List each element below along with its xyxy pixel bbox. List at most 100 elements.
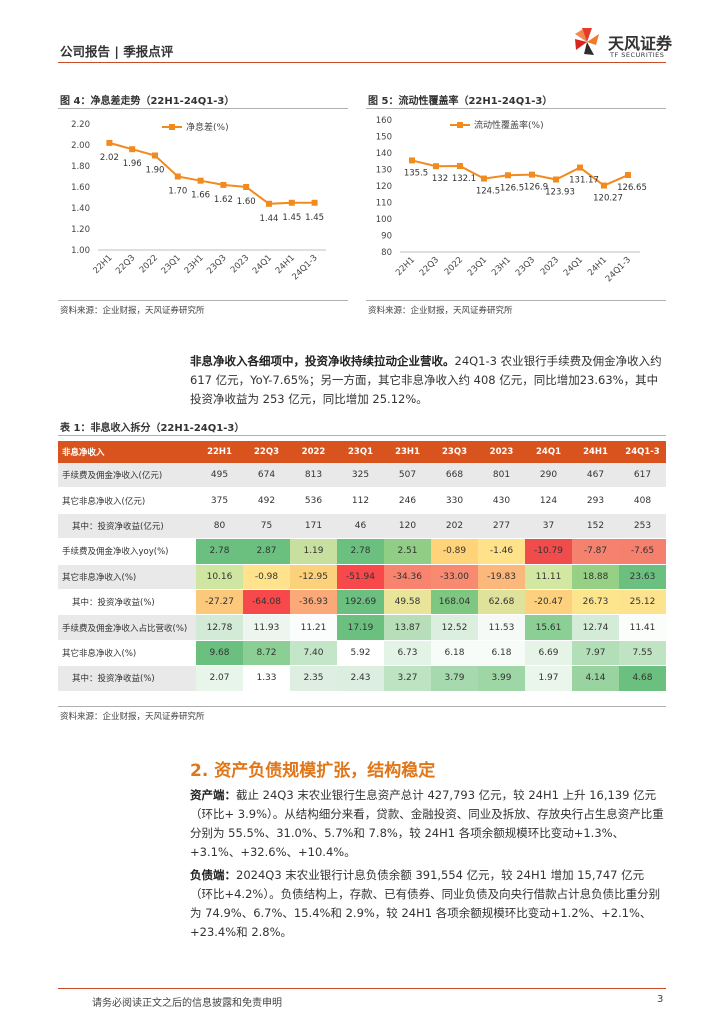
- fig5-point: [481, 175, 487, 182]
- table-cell: -34.36: [384, 564, 431, 590]
- table-cell: 11.53: [478, 614, 525, 641]
- fig4-ytick: 2.00: [71, 141, 90, 151]
- fig4-point: [243, 184, 250, 190]
- table-cell: 80: [196, 513, 243, 540]
- table-cell: 375: [196, 487, 243, 514]
- fig5-ytick: 120: [376, 182, 392, 192]
- table-row: 其中：投资净收益(%) 2.07 1.33 2.35 2.43 3.27 3.79 3.99 1…: [58, 665, 666, 692]
- fig4-xtick: 23Q3: [205, 253, 228, 276]
- fig5-point: [505, 172, 511, 179]
- fig4-xtick: 2023: [229, 253, 251, 275]
- fig4-point: [152, 152, 158, 159]
- table-cell: 46: [337, 513, 384, 540]
- table1-source: 资料来源：企业财报，天风证券研究所: [60, 712, 205, 722]
- fig5-xtick: 22Q3: [418, 255, 441, 278]
- table-cell: 192.69: [337, 589, 384, 616]
- table-cell: 26.73: [572, 589, 619, 616]
- table-cell: 801: [478, 463, 525, 489]
- table-cell: -10.79: [525, 538, 572, 565]
- fig5-ytick: 100: [376, 215, 392, 225]
- table-cell: 152: [572, 513, 619, 540]
- table-cell: 7.40: [290, 640, 337, 667]
- figure4-bottom-rule: [58, 300, 348, 301]
- fig4-data-label: 1.60: [237, 197, 256, 207]
- table-row: 其它非息净收入(%) 9.68 8.72 7.40 5.92 6.73 6.18 6.18 6.…: [58, 640, 666, 667]
- table-header-period: 24Q1-3: [619, 441, 666, 463]
- table-cell: 3.27: [384, 665, 431, 692]
- fig5-xtick: 2022: [443, 255, 465, 277]
- fig5-point: [577, 164, 583, 171]
- fig5-point: [457, 163, 463, 170]
- table-cell: -7.87: [572, 538, 619, 565]
- fig4-ytick: 1.40: [71, 204, 90, 214]
- fig5-xtick: 24Q1-3: [604, 255, 633, 284]
- fig4-data-label: 1.45: [305, 213, 324, 223]
- table-cell: 246: [384, 487, 431, 514]
- table-cell: 6.73: [384, 640, 431, 667]
- table-cell: -20.47: [525, 589, 572, 616]
- fig5-data-label: 120.27: [593, 194, 623, 204]
- table-cell: 13.87: [384, 614, 431, 641]
- table-cell: 3.99: [478, 665, 525, 692]
- table-cell: 4.68: [619, 665, 666, 692]
- table-cell: 1.97: [525, 665, 572, 692]
- table-cell: 124: [525, 487, 572, 514]
- table-row: 手续费及佣金净收入(亿元) 495 674 813 325 507 668 801 290 467…: [58, 463, 666, 489]
- table-header-period: 22H1: [196, 441, 243, 463]
- table-cell: 330: [431, 487, 478, 514]
- non-interest-paragraph: 非息净收入各细项中，投资净收持续拉动企业营收。24Q1-3 农业银行手续费及佣金…: [190, 352, 666, 409]
- non-interest-table: 非息净收入 22H1 22Q3 2022 23Q1 23H1 23Q3 2023 24Q1 24H…: [58, 441, 666, 692]
- table-cell: 120: [384, 513, 431, 540]
- fig4-legend-marker: [169, 124, 175, 130]
- table-cell: 7.55: [619, 640, 666, 667]
- table-cell: 11.21: [290, 614, 337, 641]
- table-cell: 23.63: [619, 564, 666, 590]
- fig5-point: [409, 157, 415, 164]
- fig5-ytick: 140: [376, 149, 392, 159]
- fig4-data-label: 1.90: [146, 166, 165, 176]
- table1-title: 表 1：非息收入拆分（22H1-24Q1-3）: [60, 423, 245, 434]
- table-header-row: 非息净收入 22H1 22Q3 2022 23Q1 23H1 23Q3 2023 24Q1 24H…: [58, 441, 666, 463]
- table-cell: 11.11: [525, 564, 572, 590]
- table-cell: 617: [619, 463, 666, 489]
- table-row: 其中：投资净收益(%) -27.27 -64.08 -36.93 192.69 49.58…: [58, 589, 666, 616]
- table-cell: 202: [431, 513, 478, 540]
- table-cell: 11.93: [243, 614, 290, 641]
- report-type-header: 公司报告 | 季报点评: [60, 44, 174, 59]
- table-header-period: 24Q1: [525, 441, 572, 463]
- table-cell: 674: [243, 463, 290, 489]
- table-header-period: 2023: [478, 441, 525, 463]
- fig4-data-label: 1.96: [123, 159, 142, 169]
- figure4-title-rule: [58, 108, 348, 109]
- logo-name: 天风证券: [608, 34, 673, 53]
- table-cell: 8.72: [243, 640, 290, 667]
- fig4-point: [129, 146, 136, 153]
- fig4-ytick: 1.80: [71, 162, 90, 172]
- table1-bottom-rule: [58, 706, 666, 707]
- table-header-period: 2022: [290, 441, 337, 463]
- table-row: 其它非息净收入(%) 10.16 -0.98 -12.95 -51.94 -34.36 -3…: [58, 564, 666, 590]
- table-cell: 18.88: [572, 564, 619, 590]
- liability-paragraph: 负债端：2024Q3 末农业银行计息负债余额 391,554 亿元，较 24H1…: [190, 866, 666, 942]
- fig5-ytick: 130: [376, 166, 392, 176]
- table-header-period: 23Q1: [337, 441, 384, 463]
- table-cell: 507: [384, 463, 431, 489]
- table-cell: -27.27: [196, 589, 243, 616]
- asset-paragraph: 资产端：截止 24Q3 末农业银行生息资产总计 427,793 亿元，较 24H…: [190, 786, 666, 862]
- fig4-xtick: 24Q1: [251, 253, 274, 276]
- paragraph-lead: 非息净收入各细项中，投资净收持续拉动企业营收。: [190, 354, 455, 368]
- fig5-ytick: 110: [376, 199, 392, 209]
- table-header-period: 23H1: [384, 441, 431, 463]
- table-cell: 49.58: [384, 589, 431, 616]
- fig5-data-label: 131.17: [569, 176, 599, 186]
- fig4-xtick: 2022: [138, 253, 160, 275]
- table-cell: 37: [525, 513, 572, 540]
- row-label: 手续费及佣金净收入占比营收(%): [58, 614, 196, 641]
- figure5-title: 图 5：流动性覆盖率（22H1-24Q1-3）: [368, 96, 553, 107]
- table-cell: 12.78: [196, 614, 243, 641]
- table-header-period: 24H1: [572, 441, 619, 463]
- paragraph-body: 24Q1-3 农业银行手续费及佣金净收入约617 亿元，YoY-7.65%；另一…: [190, 354, 662, 406]
- table-cell: 2.51: [384, 538, 431, 565]
- table-cell: 12.74: [572, 614, 619, 641]
